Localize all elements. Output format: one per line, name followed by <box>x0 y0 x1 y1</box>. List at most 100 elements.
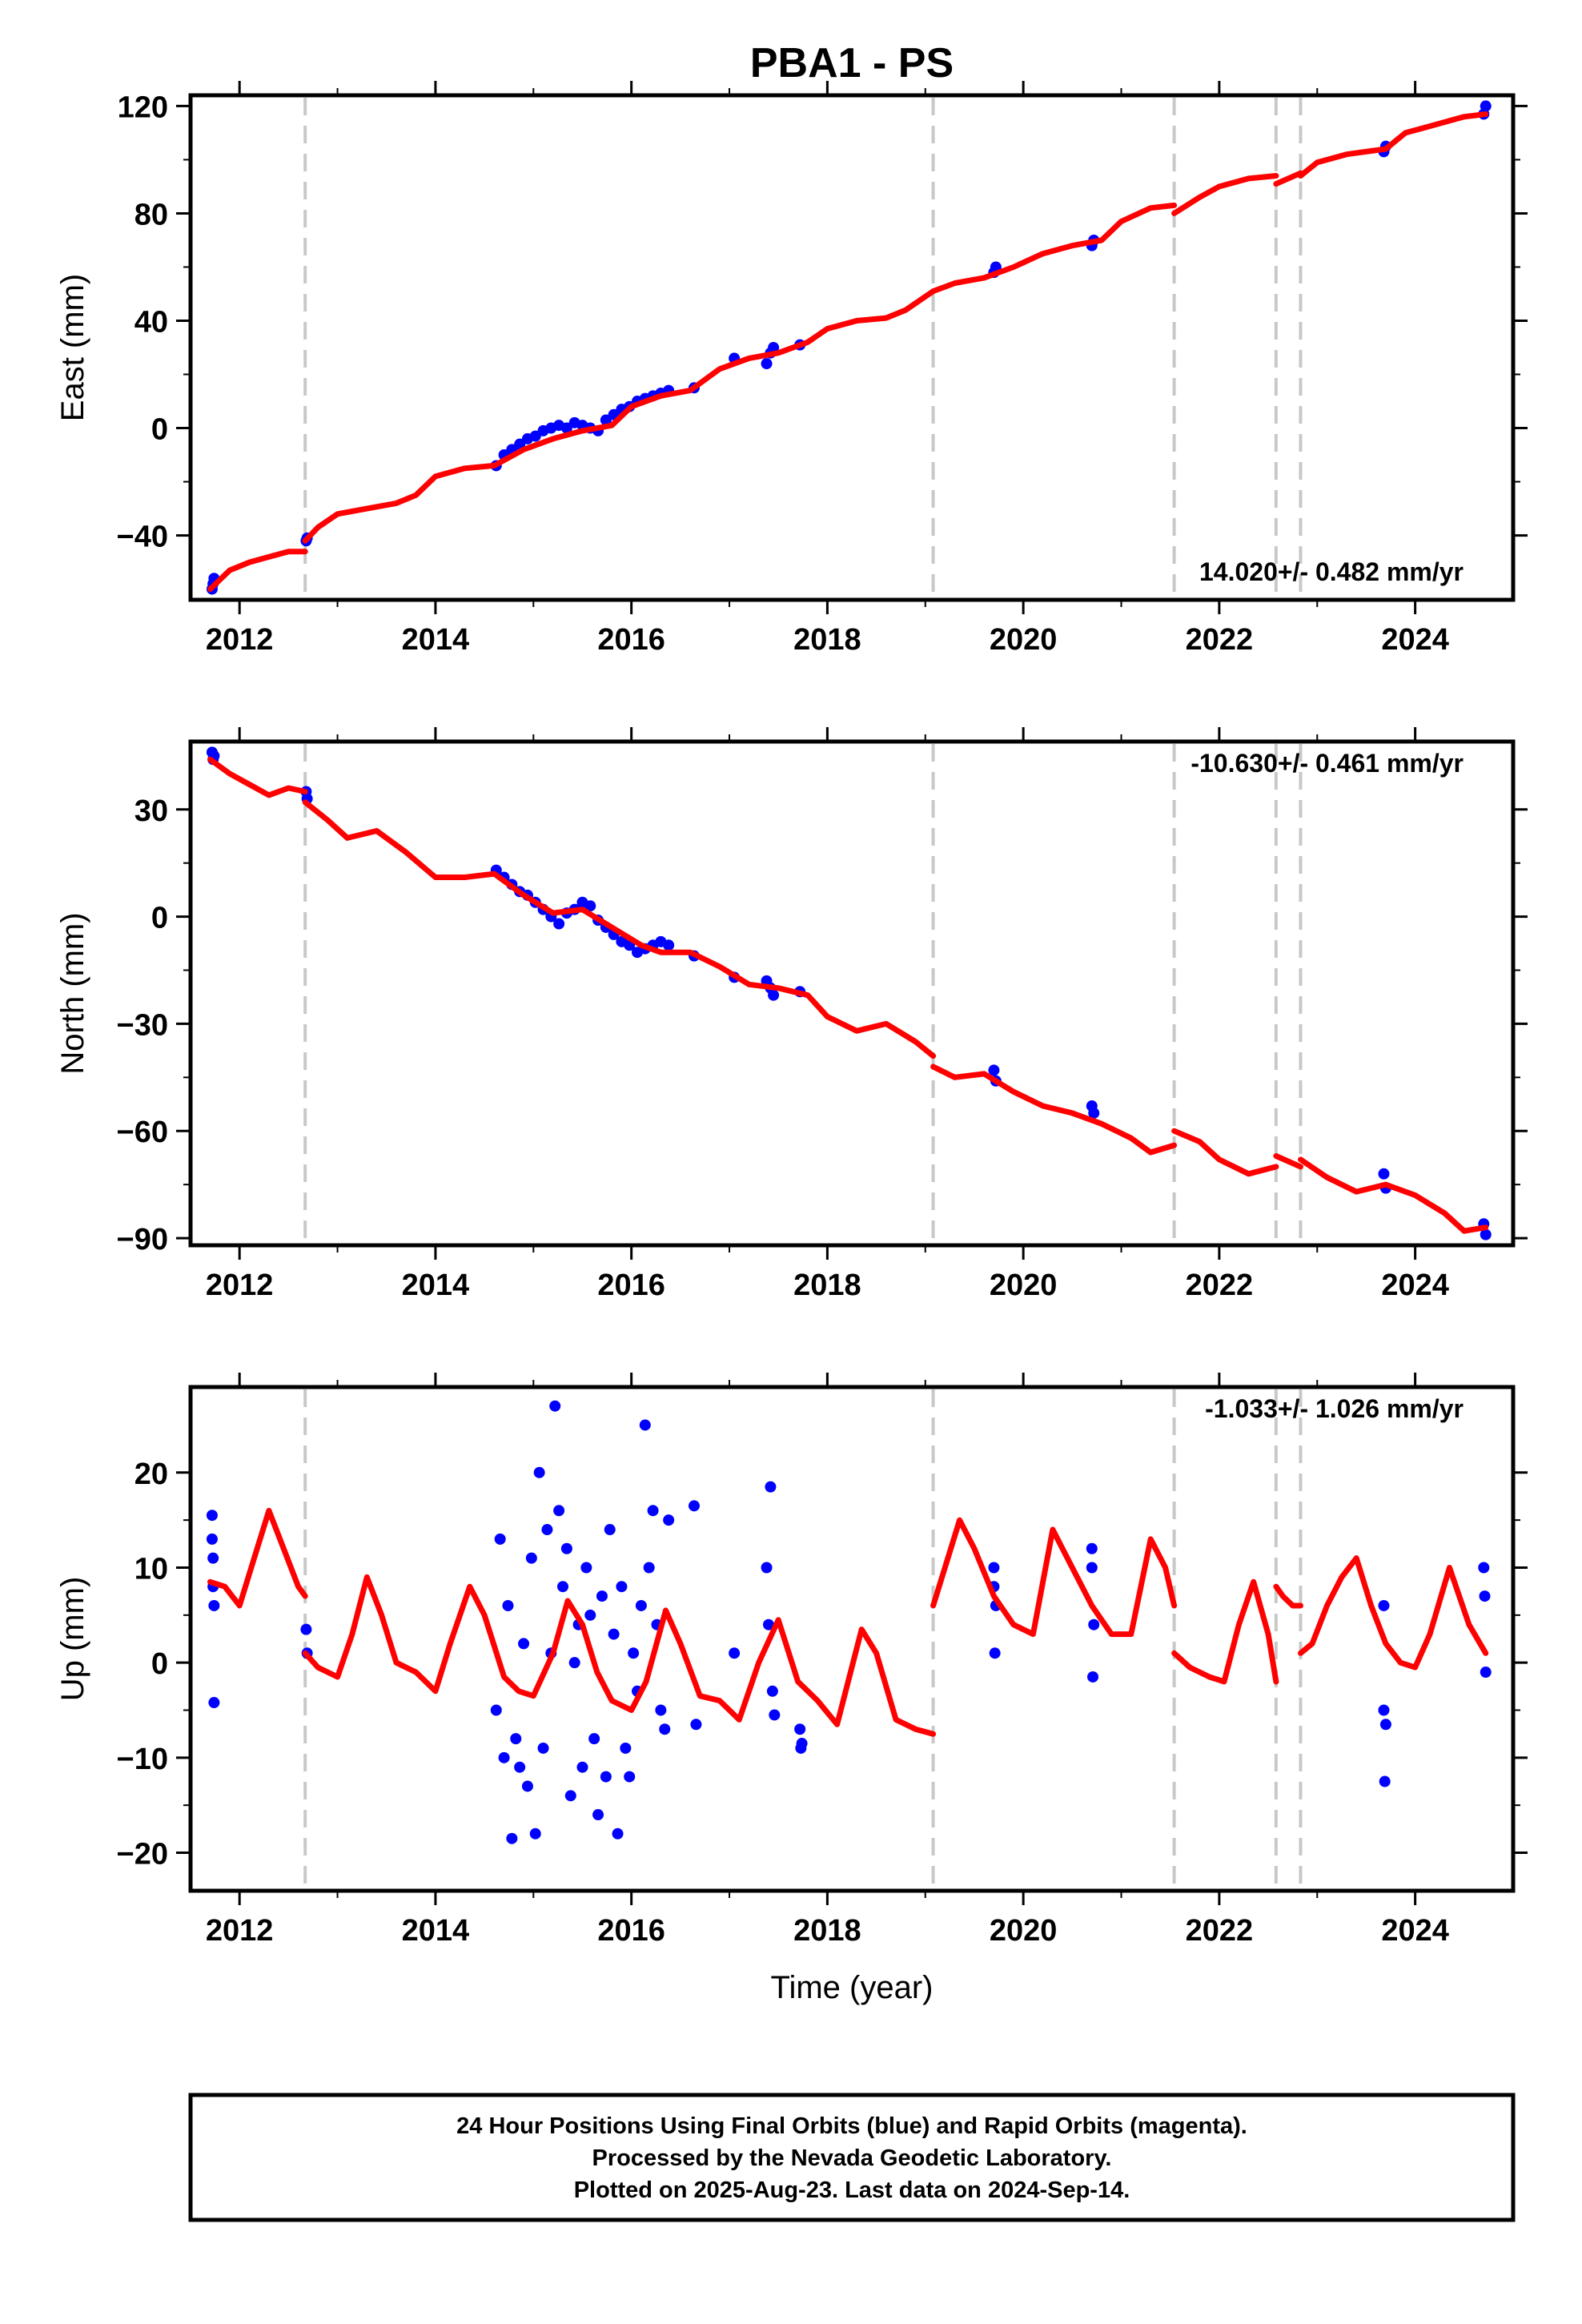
data-point <box>514 1761 526 1773</box>
model-line-segment <box>207 549 308 593</box>
data-point <box>761 1562 773 1574</box>
data-point <box>688 1500 700 1512</box>
data-point <box>1088 1107 1100 1119</box>
y-axis-label: North (mm) <box>55 912 90 1074</box>
model-line-segment <box>930 1517 1178 1638</box>
y-axis-label: Up (mm) <box>55 1577 90 1702</box>
data-point <box>794 1723 806 1735</box>
x-tick-label: 2018 <box>793 1269 861 1302</box>
plot-data <box>206 1400 1492 1844</box>
data-point <box>502 1599 514 1611</box>
data-point <box>647 1505 659 1517</box>
y-tick-label: −60 <box>117 1116 168 1149</box>
x-tick-label: 2020 <box>990 1269 1058 1302</box>
x-tick-label: 2022 <box>1186 1914 1254 1948</box>
x-tick-label: 2012 <box>206 1269 274 1302</box>
data-point <box>584 1609 596 1621</box>
data-point <box>1478 1562 1490 1574</box>
data-point <box>624 1771 636 1783</box>
data-point <box>600 1771 612 1783</box>
data-point <box>1088 1618 1100 1630</box>
data-point <box>628 1647 640 1659</box>
data-point <box>612 1827 624 1839</box>
y-tick-label: 120 <box>118 90 168 124</box>
data-point <box>1086 1562 1098 1574</box>
data-point <box>616 1581 628 1593</box>
y-tick-label: 0 <box>151 1647 168 1681</box>
data-point <box>580 1562 592 1574</box>
data-point <box>655 1704 667 1716</box>
plot-frame <box>188 93 1516 602</box>
x-tick-label: 2018 <box>793 623 861 657</box>
footer-line-3: Plotted on 2025-Aug-23. Last data on 202… <box>574 2177 1130 2203</box>
data-point <box>659 1723 671 1735</box>
data-point <box>510 1733 522 1745</box>
data-point <box>620 1742 632 1754</box>
data-point <box>768 342 780 353</box>
data-point <box>604 1524 616 1536</box>
y-tick-label: −30 <box>117 1008 168 1042</box>
rate-annotation: -1.033+/- 1.026 mm/yr <box>1205 1394 1464 1423</box>
footer-line-1: 24 Hour Positions Using Final Orbits (bl… <box>456 2113 1247 2139</box>
data-point <box>553 918 565 930</box>
data-point <box>553 1505 565 1517</box>
data-point <box>521 1780 533 1792</box>
data-point <box>208 1599 220 1611</box>
data-point <box>765 1481 777 1493</box>
data-point <box>1086 1542 1098 1554</box>
data-point <box>584 900 596 912</box>
data-point <box>560 1542 572 1554</box>
data-point <box>1379 1775 1391 1787</box>
data-point <box>518 1638 530 1650</box>
data-point <box>537 1742 549 1754</box>
data-point <box>525 1552 537 1564</box>
model-line-segment <box>930 1063 1178 1156</box>
data-point <box>557 1581 569 1593</box>
data-point <box>564 1790 576 1802</box>
x-tick-label: 2022 <box>1186 1269 1254 1302</box>
x-tick-label: 2014 <box>402 623 470 657</box>
data-point <box>989 1647 1001 1659</box>
model-line-segment <box>1171 1128 1279 1177</box>
data-point <box>206 1510 218 1522</box>
data-point <box>663 1514 675 1526</box>
y-tick-label: 0 <box>151 902 168 935</box>
data-point <box>206 1533 218 1545</box>
x-tick-label: 2020 <box>990 623 1058 657</box>
panel-2: 2012 2014 2016 2018 2020 2022 2024 −90 −60 −30 0 30… <box>55 727 1528 1302</box>
x-tick-label: 2016 <box>597 1269 665 1302</box>
plot-frame <box>188 1385 1516 1893</box>
data-point <box>549 1400 561 1412</box>
data-point <box>635 1599 647 1611</box>
data-point <box>541 1524 553 1536</box>
rate-annotation: -10.630+/- 0.461 mm/yr <box>1191 749 1464 778</box>
data-point <box>494 1533 506 1545</box>
data-point <box>766 1685 778 1697</box>
data-point <box>1480 1228 1492 1240</box>
data-point <box>506 1832 518 1844</box>
data-point <box>663 939 675 951</box>
x-axis-label: Time (year) <box>771 1970 934 2005</box>
x-tick-label: 2016 <box>597 623 665 657</box>
plot-data <box>206 100 1492 595</box>
y-axis-label: East (mm) <box>55 274 90 421</box>
data-point <box>1378 1168 1390 1180</box>
footer-box <box>188 2093 1516 2222</box>
data-point <box>1378 1599 1390 1611</box>
y-tick-label: 10 <box>135 1552 168 1586</box>
data-point <box>1379 1719 1391 1731</box>
model-line-segment <box>1273 170 1303 187</box>
model-line-segment <box>1298 1156 1489 1234</box>
figure-title: PBA1 - PS <box>750 40 954 86</box>
data-point <box>490 1704 502 1716</box>
data-point <box>1480 100 1492 112</box>
panel-3: 2012 2014 2016 2018 2020 2022 2024 −20 −10 0 10 20 U… <box>55 1373 1528 1948</box>
x-tick-label: 2024 <box>1381 1914 1449 1948</box>
x-tick-label: 2014 <box>402 1914 470 1948</box>
footer-line-2: Processed by the Nevada Geodetic Laborat… <box>592 2145 1112 2171</box>
data-point <box>1378 1704 1390 1716</box>
data-point <box>988 1562 1000 1574</box>
model-line-segment <box>302 1574 937 1737</box>
x-tick-label: 2016 <box>597 1914 665 1948</box>
